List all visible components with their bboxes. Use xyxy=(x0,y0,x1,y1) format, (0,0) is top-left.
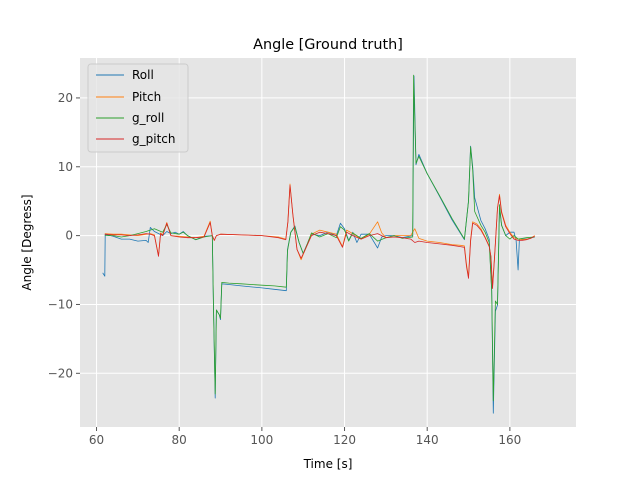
y-tick-label: −20 xyxy=(48,366,73,380)
series-line-g-pitch xyxy=(104,184,535,290)
y-tick-label: −10 xyxy=(48,297,73,311)
y-axis-label: Angle [Degress] xyxy=(20,194,34,290)
legend-label-g-roll: g_roll xyxy=(132,111,164,125)
legend-label-pitch: Pitch xyxy=(132,90,161,104)
y-axis-ticks: −20 −10 0 10 20 xyxy=(48,91,80,380)
y-tick-label: 0 xyxy=(65,229,73,243)
legend-label-g-pitch: g_pitch xyxy=(132,132,175,146)
legend-label-roll: Roll xyxy=(132,68,154,82)
series-lines xyxy=(102,74,535,414)
series-line-g-roll xyxy=(104,74,535,402)
x-tick-label: 120 xyxy=(333,433,356,447)
legend: Roll Pitch g_roll g_pitch xyxy=(87,63,189,153)
y-tick-label: 20 xyxy=(58,91,73,105)
x-tick-label: 140 xyxy=(416,433,439,447)
x-tick-label: 80 xyxy=(172,433,187,447)
y-tick-label: 10 xyxy=(58,160,73,174)
x-axis-label: Time [s] xyxy=(303,457,353,471)
x-tick-label: 100 xyxy=(250,433,273,447)
x-tick-label: 60 xyxy=(89,433,104,447)
legend-box xyxy=(87,63,189,153)
x-axis-ticks: 60 80 100 120 140 160 xyxy=(89,427,521,447)
x-tick-label: 160 xyxy=(498,433,521,447)
chart-title: Angle [Ground truth] xyxy=(253,37,403,53)
